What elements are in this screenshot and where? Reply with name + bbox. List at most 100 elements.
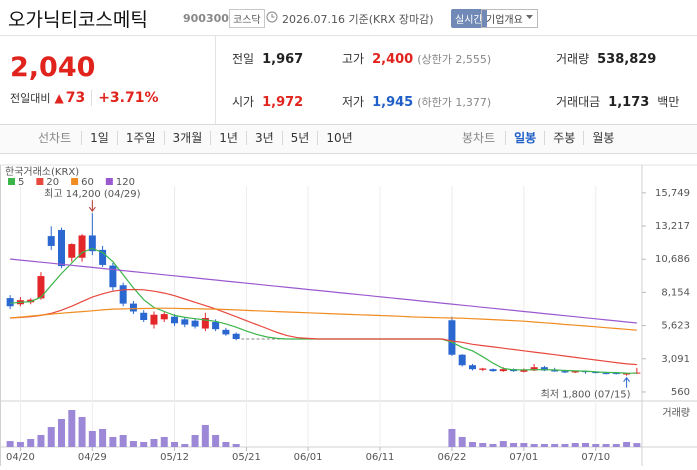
stat-value: 1,945 bbox=[372, 95, 414, 110]
stat-unit: 백만 bbox=[657, 95, 680, 109]
candle-body bbox=[160, 314, 168, 320]
dropdown-icon bbox=[525, 15, 533, 19]
legend-label: 120 bbox=[116, 177, 135, 188]
volume-bar bbox=[212, 435, 220, 447]
x-tick-label: 04/29 bbox=[78, 452, 107, 463]
candle-body bbox=[150, 314, 158, 325]
date-basis: 2026.07.16 기준(KRX 장마감) bbox=[282, 13, 434, 26]
candle-body bbox=[232, 333, 240, 340]
volume-bar bbox=[468, 441, 476, 447]
volume-bar bbox=[129, 441, 137, 447]
volume-bar bbox=[479, 443, 487, 447]
candle-body bbox=[489, 369, 497, 372]
candle-body bbox=[540, 367, 548, 371]
volume-bar bbox=[592, 444, 600, 447]
stat-item: 거래대금 1,173 백만 bbox=[556, 93, 679, 110]
x-tick-label: 07/10 bbox=[581, 452, 610, 463]
candle-body bbox=[212, 321, 220, 330]
candle-body bbox=[222, 329, 230, 335]
company-info-button[interactable]: 기업개요 bbox=[481, 9, 538, 28]
stat-item: 거래량 538,829 bbox=[556, 50, 656, 67]
volume-bar bbox=[448, 428, 456, 447]
tab[interactable]: 5년 bbox=[281, 130, 318, 145]
y-tick-label: 10,686 bbox=[655, 254, 690, 265]
divider bbox=[0, 35, 697, 36]
volume-bar bbox=[47, 427, 55, 447]
price-change: 전일대비 ▲ 73 +3.71% bbox=[10, 90, 159, 106]
volume-bar bbox=[78, 416, 86, 447]
candle-body bbox=[561, 371, 569, 373]
candle-body bbox=[47, 236, 55, 246]
x-tick-label: 05/21 bbox=[232, 452, 261, 463]
tab[interactable]: 1년 bbox=[210, 130, 246, 145]
tab[interactable]: 1주일 bbox=[116, 130, 164, 145]
volume-bar bbox=[160, 436, 168, 447]
tab-group-label: 봉차트 bbox=[462, 131, 496, 145]
candle-body bbox=[181, 319, 189, 325]
tab[interactable]: 월봉 bbox=[583, 130, 622, 145]
volume-bar bbox=[37, 435, 45, 447]
divider bbox=[215, 36, 216, 124]
high-arrowhead bbox=[88, 206, 96, 212]
volume-bar bbox=[551, 444, 559, 447]
volume-bar bbox=[181, 444, 189, 447]
stat-note: (상한가 2,555) bbox=[417, 53, 492, 66]
stat-value: 2,400 bbox=[372, 52, 414, 67]
volume-bar bbox=[232, 444, 240, 447]
stat-note: (하한가 1,377) bbox=[417, 96, 492, 109]
change-arrow: ▲ bbox=[54, 91, 64, 105]
stock-name: 오가닉티코스메틱 bbox=[8, 9, 148, 31]
volume-bar bbox=[140, 441, 148, 447]
clock-icon bbox=[266, 11, 278, 23]
stat-label: 거래대금 bbox=[556, 95, 601, 109]
volume-bar bbox=[561, 444, 569, 447]
legend-swatch bbox=[71, 178, 79, 185]
y-tick-label: 560 bbox=[671, 387, 690, 398]
volume-bar bbox=[222, 441, 230, 447]
volume-bar bbox=[27, 439, 35, 447]
candle-chart-tabs: 봉차트 일봉 주봉 월봉 bbox=[462, 129, 622, 146]
company-info-label: 기업개요 bbox=[486, 15, 523, 26]
tab[interactable]: 일봉 bbox=[505, 130, 544, 145]
volume-bar bbox=[201, 424, 209, 447]
ma-line bbox=[10, 307, 637, 331]
x-tick-label: 04/20 bbox=[6, 452, 35, 463]
candle-body bbox=[171, 316, 179, 324]
volume-bar bbox=[540, 444, 548, 447]
candle-body bbox=[458, 354, 466, 366]
volume-bar bbox=[109, 436, 117, 447]
tab[interactable]: 1일 bbox=[81, 130, 117, 145]
x-tick-label: 06/01 bbox=[294, 452, 323, 463]
legend-label: 5 bbox=[18, 177, 24, 188]
x-tick-label: 07/01 bbox=[509, 452, 538, 463]
change-label: 전일대비 bbox=[10, 92, 51, 105]
candle-body bbox=[479, 368, 487, 370]
tab[interactable]: 3개월 bbox=[163, 130, 211, 145]
tab[interactable]: 10년 bbox=[317, 130, 360, 145]
stat-label: 거래량 bbox=[556, 52, 590, 66]
x-tick-label: 06/22 bbox=[438, 452, 467, 463]
candle-body bbox=[68, 244, 76, 258]
volume-bar bbox=[119, 435, 127, 447]
candle-body bbox=[499, 369, 507, 372]
current-price: 2,040 bbox=[10, 52, 96, 83]
line-chart-tabs: 선차트 1일 1주일 3개월 1년 3년 5년 10년 bbox=[38, 129, 361, 146]
volume-bar bbox=[571, 443, 579, 447]
candle-body bbox=[520, 369, 528, 372]
legend-swatch bbox=[36, 178, 44, 185]
y-tick-label: 15,749 bbox=[655, 188, 690, 199]
stat-item: 전일 1,967 bbox=[232, 50, 303, 67]
stat-value: 1,967 bbox=[262, 52, 304, 67]
tab[interactable]: 3년 bbox=[245, 130, 282, 145]
legend-label: 60 bbox=[81, 177, 94, 188]
volume-bar bbox=[16, 441, 24, 447]
realtime-button[interactable]: 실시간 bbox=[451, 9, 487, 28]
candle-body bbox=[129, 303, 137, 312]
ma-line bbox=[10, 247, 637, 374]
tab[interactable]: 주봉 bbox=[544, 130, 583, 145]
stat-value: 1,972 bbox=[262, 95, 304, 110]
source-label: 한국거래소(KRX) bbox=[5, 166, 79, 178]
legend-swatch bbox=[8, 178, 15, 185]
volume-bar bbox=[88, 431, 96, 447]
